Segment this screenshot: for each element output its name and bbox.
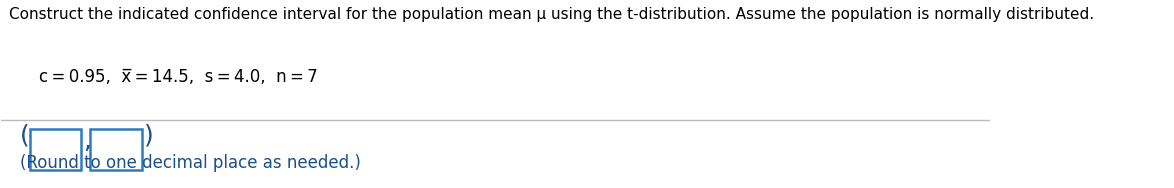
Text: Construct the indicated confidence interval for the population mean μ using the : Construct the indicated confidence inter… (9, 7, 1094, 22)
Text: (: ( (20, 124, 29, 148)
Text: c = 0.95,  x̅ = 14.5,  s = 4.0,  n = 7: c = 0.95, x̅ = 14.5, s = 4.0, n = 7 (39, 68, 318, 86)
FancyBboxPatch shape (90, 129, 142, 170)
Text: ): ) (143, 124, 154, 148)
FancyBboxPatch shape (31, 129, 81, 170)
Text: ,: , (83, 129, 92, 153)
Text: (Round to one decimal place as needed.): (Round to one decimal place as needed.) (20, 154, 362, 172)
